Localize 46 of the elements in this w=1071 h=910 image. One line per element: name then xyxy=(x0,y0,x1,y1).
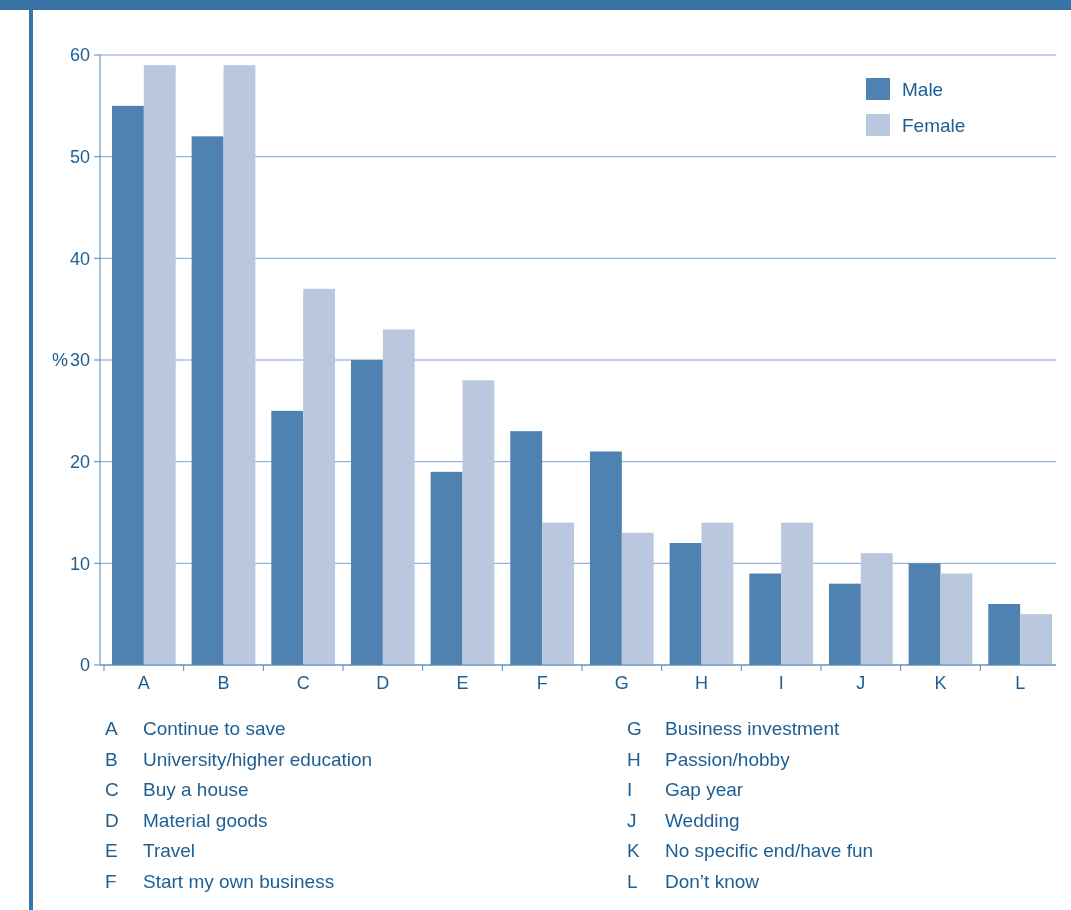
x-tick-label: L xyxy=(1015,673,1026,693)
text: K No specific end/have fun xyxy=(627,840,874,862)
x-tick-label: K xyxy=(934,673,947,693)
y-tick-label: 20 xyxy=(69,451,90,472)
legend-label: Female xyxy=(902,114,966,136)
text: A Continue to save xyxy=(105,718,286,739)
bar xyxy=(382,329,415,665)
x-tick-label: H xyxy=(695,673,708,693)
y-tick-label: 30 xyxy=(69,350,90,371)
y-axis-title: % xyxy=(51,350,68,371)
bar xyxy=(143,65,176,665)
bar xyxy=(860,553,893,665)
bar xyxy=(462,380,495,665)
bar xyxy=(542,522,575,665)
text: I Gap year xyxy=(627,779,744,801)
x-tick-label: A xyxy=(137,673,150,693)
y-tick-label: 0 xyxy=(79,655,90,676)
y-tick-label: 40 xyxy=(69,248,90,269)
bar xyxy=(1020,614,1053,665)
text: L Don’t know xyxy=(627,871,759,892)
text: F Start my own business xyxy=(105,871,335,892)
text: E Travel xyxy=(105,840,196,862)
bar xyxy=(940,573,973,665)
bar xyxy=(223,65,256,665)
legend-label: Male xyxy=(902,78,944,100)
x-tick-label: G xyxy=(614,673,629,693)
y-tick-label: 50 xyxy=(69,146,90,167)
x-tick-label: B xyxy=(217,673,230,693)
bar xyxy=(303,288,336,665)
bar xyxy=(621,532,654,665)
y-tick-label: 10 xyxy=(69,553,90,574)
bar xyxy=(701,522,734,665)
x-tick-label: E xyxy=(456,673,469,693)
bar xyxy=(781,522,814,665)
text: B University/higher education xyxy=(105,748,373,770)
x-tick-label: I xyxy=(778,673,784,693)
text: G Business investment xyxy=(627,718,840,739)
x-tick-label: F xyxy=(536,673,548,693)
y-tick-label: 60 xyxy=(69,45,90,66)
x-tick-label: D xyxy=(376,673,390,693)
text: H Passion/hobby xyxy=(627,748,790,770)
text: D Material goods xyxy=(105,809,268,831)
text: J Wedding xyxy=(627,809,740,831)
x-tick-label: J xyxy=(856,673,866,693)
x-tick-label: C xyxy=(296,673,310,693)
text: C Buy a house xyxy=(105,779,249,801)
